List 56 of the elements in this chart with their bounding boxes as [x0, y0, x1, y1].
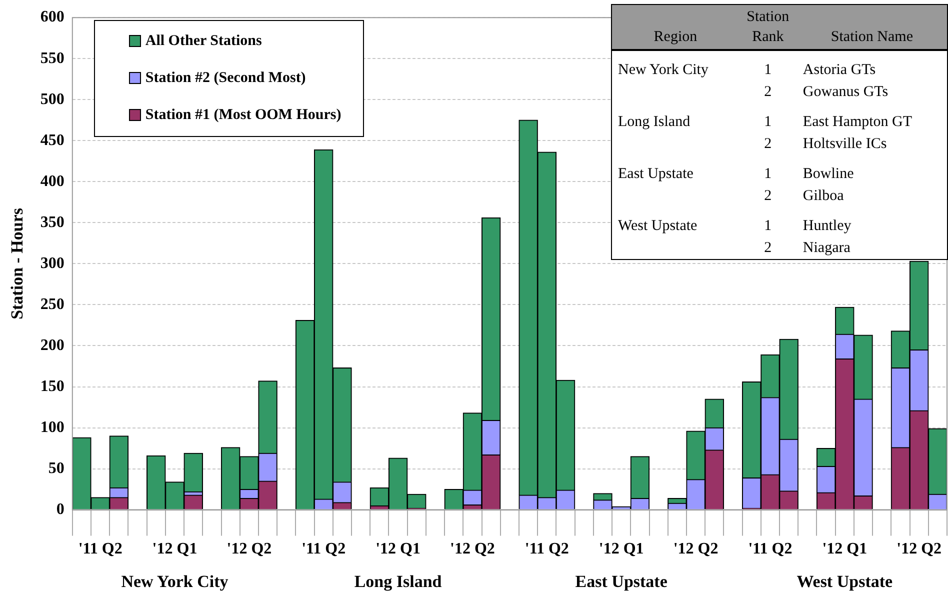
- x-tick-label: '12 Q1: [598, 540, 644, 558]
- y-tick-label: 0: [56, 500, 64, 518]
- x-tick-label: '12 Q2: [673, 540, 718, 558]
- y-tick-label: 400: [40, 172, 64, 190]
- legend-label: Station #2 (Second Most): [145, 70, 306, 87]
- x-tick-label: '12 Q1: [152, 540, 198, 558]
- y-tick-label: 250: [40, 296, 64, 313]
- annotation: 1: [763, 61, 773, 80]
- x-tick-label: '12 Q1: [376, 540, 420, 558]
- annotation: Station Rank: [738, 4, 797, 50]
- annotation: Astoria GTs: [802, 61, 877, 80]
- text: East Upstate: [575, 572, 668, 592]
- text: West Upstate: [796, 572, 893, 592]
- x-tick-label: '12 Q2: [226, 540, 272, 558]
- annotation: Gilboa: [802, 187, 845, 206]
- legend-label: Station #1 (Most OOM Hours): [145, 106, 342, 124]
- annotation: 2: [763, 187, 773, 206]
- y-tick-label: 500: [40, 90, 64, 108]
- annotation: Bowline: [802, 165, 855, 184]
- annotation: Niagara: [802, 239, 852, 258]
- text: Long Island: [354, 572, 442, 592]
- x-tick-label: '11 Q2: [524, 540, 569, 558]
- y-tick-label: 350: [40, 214, 64, 231]
- x-tick-label: '11 Q2: [748, 540, 792, 558]
- annotation: 2: [763, 135, 773, 154]
- y-axis-title: Station - Hours: [8, 208, 27, 320]
- x-tick-label: '12 Q2: [450, 540, 495, 558]
- y-tick-label: 50: [48, 460, 64, 477]
- annotation: Long Island: [617, 113, 692, 132]
- annotation: Region: [612, 4, 739, 50]
- annotation: 1: [763, 217, 773, 236]
- y-tick-label: 150: [40, 378, 64, 395]
- legend-label: All Other Stations: [145, 32, 262, 50]
- annotation: 1: [763, 113, 773, 132]
- annotation: Huntley: [802, 217, 852, 236]
- annotation: New York City: [617, 61, 710, 80]
- annotation: East Upstate: [617, 165, 694, 184]
- annotation: 1: [763, 165, 773, 184]
- y-tick-label: 300: [40, 254, 64, 272]
- annotation: Station Name: [796, 4, 948, 50]
- y-tick-label: 450: [40, 132, 64, 149]
- annotation: West Upstate: [617, 217, 698, 236]
- annotation: Gowanus GTs: [802, 83, 890, 102]
- annotation: 2: [763, 83, 773, 102]
- x-tick-label: '12 Q1: [822, 540, 868, 558]
- x-tick-label: '11 Q2: [302, 540, 346, 558]
- y-tick-label: 600: [40, 8, 64, 26]
- x-tick-label: '11 Q2: [78, 540, 122, 558]
- x-tick-label: '12 Q2: [896, 540, 942, 558]
- y-tick-label: 550: [40, 50, 64, 67]
- text: New York City: [121, 572, 228, 592]
- annotation: 2: [763, 239, 773, 258]
- y-tick-label: 100: [40, 418, 64, 436]
- annotation: East Hampton GT: [802, 113, 914, 132]
- y-tick-label: 200: [40, 336, 64, 354]
- annotation: Holtsville ICs: [802, 135, 888, 154]
